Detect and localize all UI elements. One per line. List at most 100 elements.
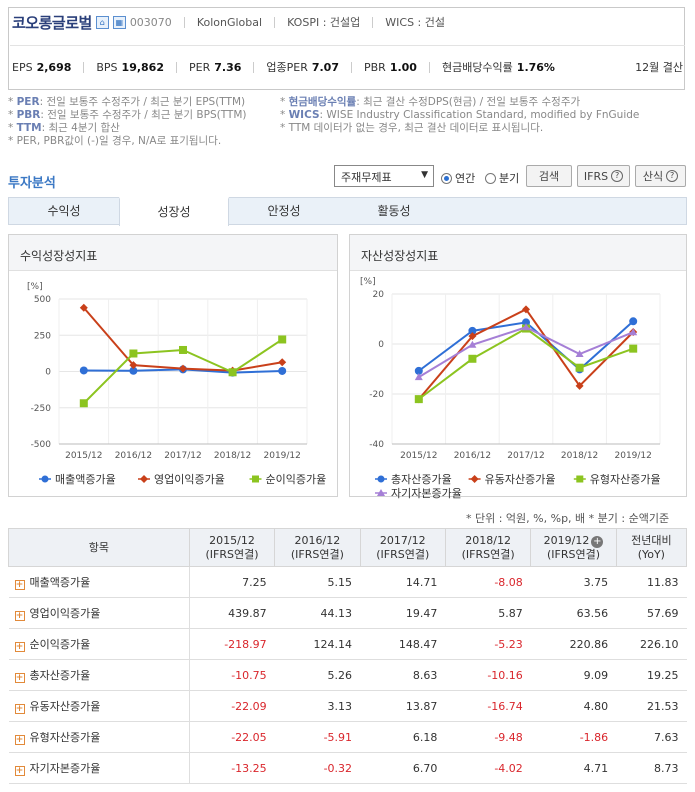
data-point[interactable] xyxy=(575,381,584,390)
row-label-cell[interactable]: + 자기자본증가율 xyxy=(8,752,190,784)
metric-label: 업종PER xyxy=(266,61,308,74)
row-label-cell[interactable]: + 유동자산증가율 xyxy=(8,690,190,722)
expand-row-icon[interactable]: + xyxy=(14,673,25,683)
data-point[interactable] xyxy=(179,345,187,354)
data-point[interactable] xyxy=(79,303,88,312)
row-label-cell[interactable]: + 영업이익증가율 xyxy=(8,597,190,629)
x-tick-label: 2017/12 xyxy=(507,451,544,461)
data-point[interactable] xyxy=(129,361,138,370)
x-tick-label: 2019/12 xyxy=(615,451,652,461)
ifrs-button[interactable]: IFRS ? xyxy=(577,165,630,187)
table-cell: 4.80 xyxy=(530,690,617,722)
data-point[interactable] xyxy=(278,335,287,344)
radio-quarter-dot[interactable] xyxy=(485,172,496,184)
y-tick-label: 0 xyxy=(45,368,51,378)
table-cell: 8.73 xyxy=(616,752,687,784)
column-header: 2019/12 + (IFRS연결) xyxy=(530,528,617,567)
data-point[interactable] xyxy=(228,368,237,377)
table-cell: -13.25 xyxy=(189,752,275,784)
data-point[interactable] xyxy=(129,349,138,358)
data-point[interactable] xyxy=(522,318,530,327)
radio-quarter[interactable]: 분기 xyxy=(485,170,519,186)
legend-marker xyxy=(41,475,49,483)
expand-row-icon[interactable]: + xyxy=(14,611,25,621)
data-point[interactable] xyxy=(414,373,423,381)
column-header: 2015/12 (IFRS연결) xyxy=(188,528,276,567)
asset-growth-chart: [%] 20 0 -20 -40 2015/12 2016/12 2017/12 2018/12… xyxy=(360,277,661,500)
column-subheader: (IFRS연결) xyxy=(461,547,515,561)
building-icon[interactable]: ▦ xyxy=(112,15,126,29)
data-point[interactable] xyxy=(414,395,423,404)
row-label-cell[interactable]: + 순이익증가율 xyxy=(8,628,190,660)
formula-button[interactable]: 산식 ? xyxy=(635,165,686,187)
data-point[interactable] xyxy=(468,332,477,341)
divider xyxy=(274,16,276,28)
radio-annual-dot[interactable] xyxy=(441,172,452,184)
column-header: 2017/12 (IFRS연결) xyxy=(359,528,446,567)
help-icon: ? xyxy=(611,170,624,182)
data-point[interactable] xyxy=(278,366,287,375)
table-cell: 124.14 xyxy=(274,628,361,660)
data-point[interactable] xyxy=(629,344,638,353)
data-point[interactable] xyxy=(522,305,530,314)
metric-value: 1.00 xyxy=(389,60,417,74)
table-row: + 총자산증가율 -10.75 5.26 8.63 -10.16 9.09 19.25 xyxy=(8,659,687,691)
data-point[interactable] xyxy=(522,323,530,331)
statement-select[interactable]: 주재무제표 ▼ xyxy=(334,165,434,187)
note-line: * PER: 전일 보통주 수정주가 / 최근 분기 EPS(TTM) xyxy=(8,96,246,108)
data-point[interactable] xyxy=(278,358,287,367)
data-point[interactable] xyxy=(79,366,88,375)
data-point[interactable] xyxy=(468,326,477,335)
divider xyxy=(253,61,255,73)
table-cell: -9.48 xyxy=(445,721,531,753)
data-point[interactable] xyxy=(575,363,584,372)
table-row: + 유형자산증가율 -22.05 -5.91 6.18 -9.48 -1.86 7.63 xyxy=(8,721,687,753)
column-subheader: (IFRS연결) xyxy=(290,547,344,561)
table-cell: 9.09 xyxy=(530,659,617,691)
legend-item[interactable]: 총자산증가율 xyxy=(375,473,452,486)
expand-row-icon[interactable]: + xyxy=(14,766,25,776)
legend-item[interactable]: 매출액증가율 xyxy=(39,473,116,486)
data-point[interactable] xyxy=(179,364,187,373)
row-label-cell[interactable]: + 총자산증가율 xyxy=(8,659,190,691)
expand-row-icon[interactable]: + xyxy=(14,642,25,652)
expand-icon[interactable]: + xyxy=(591,535,604,548)
legend-item[interactable]: 순이익증가율 xyxy=(249,473,327,486)
data-point[interactable] xyxy=(468,354,477,363)
y-tick-label: -250 xyxy=(31,404,52,414)
column-header-label: 2018/12 xyxy=(465,533,511,547)
tab-1[interactable]: 성장성 xyxy=(119,197,229,226)
data-point[interactable] xyxy=(79,399,88,408)
data-point[interactable] xyxy=(575,350,584,358)
note-key: PER xyxy=(16,96,40,108)
data-point[interactable] xyxy=(468,340,477,348)
legend-item[interactable]: 유동자산증가율 xyxy=(468,473,556,486)
data-point[interactable] xyxy=(414,366,423,375)
expand-row-icon[interactable]: + xyxy=(14,735,25,745)
divider xyxy=(372,16,374,28)
legend-item[interactable]: 영업이익증가율 xyxy=(138,473,225,486)
legend-item[interactable]: 자기자본증가율 xyxy=(375,487,462,500)
table-cell: -16.74 xyxy=(445,690,531,722)
data-point[interactable] xyxy=(629,317,638,326)
row-label-cell[interactable]: + 매출액증가율 xyxy=(8,566,190,598)
legend-marker xyxy=(576,475,584,483)
data-point[interactable] xyxy=(129,366,138,375)
metric-value: 19,862 xyxy=(121,60,164,74)
metric-label: PBR xyxy=(363,60,386,74)
y-tick-label: 0 xyxy=(378,340,384,350)
tab-3[interactable]: 활동성 xyxy=(377,204,411,218)
expand-row-icon[interactable]: + xyxy=(14,580,25,590)
expand-row-icon[interactable]: + xyxy=(14,704,25,714)
legend-marker xyxy=(252,475,259,483)
table-cell: 57.69 xyxy=(616,597,687,629)
row-label-cell[interactable]: + 유형자산증가율 xyxy=(8,721,190,753)
search-button[interactable]: 검색 xyxy=(526,165,572,187)
data-point[interactable] xyxy=(629,328,638,336)
tab-0[interactable]: 수익성 xyxy=(47,204,81,218)
legend-item[interactable]: 유형자산증가율 xyxy=(573,473,661,486)
home-icon[interactable]: ⌂ xyxy=(95,15,109,29)
radio-quarter-label: 분기 xyxy=(499,172,520,185)
tab-2[interactable]: 안정성 xyxy=(267,204,301,218)
radio-annual[interactable]: 연간 xyxy=(441,170,475,186)
